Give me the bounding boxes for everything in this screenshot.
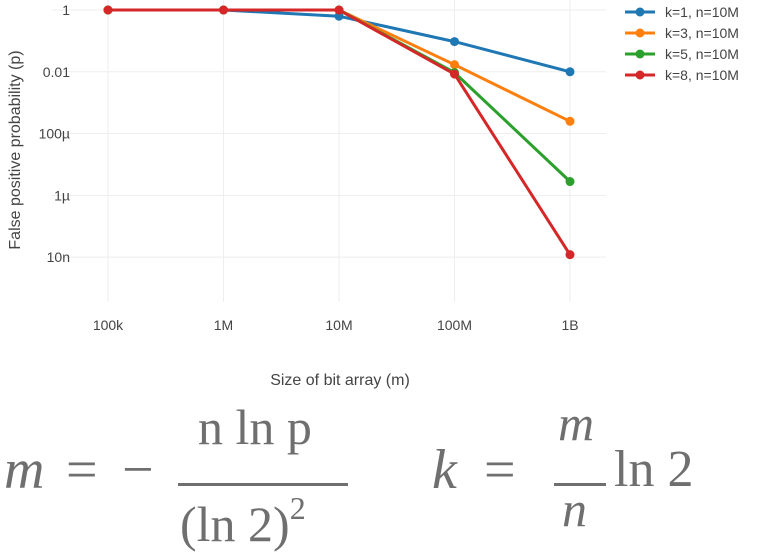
formula-bit-array-size: m = − n ln p (ln 2)2: [0, 399, 400, 553]
data-point: [565, 250, 575, 260]
y-axis-title: False positive probability (p): [7, 50, 24, 249]
formula-minus: −: [122, 439, 154, 501]
x-axis-title: Size of bit array (m): [270, 372, 410, 389]
data-point: [450, 37, 459, 47]
y-tick-label: 0.01: [43, 64, 70, 80]
data-point: [565, 177, 575, 187]
y-tick-label: 100µ: [39, 126, 70, 142]
x-tick-label: 1B: [561, 317, 578, 333]
series-group: [103, 5, 575, 260]
formula-numerator: m: [558, 395, 595, 451]
y-tick-label: 10n: [47, 249, 70, 265]
legend-label: k=8, n=10M: [665, 67, 739, 83]
legend-swatch-marker: [635, 28, 645, 38]
legend-swatch-marker: [635, 7, 645, 17]
y-tick-labels: 1 0.01 100µ 1µ 10n: [39, 2, 71, 265]
data-point: [103, 5, 113, 15]
formula-equals: =: [66, 439, 98, 501]
data-point: [219, 5, 228, 15]
legend-label: k=1, n=10M: [665, 4, 739, 20]
formula-numerator: n ln p: [198, 399, 312, 455]
x-tick-labels: 100k 1M 10M 100M 1B: [93, 317, 579, 333]
data-point: [565, 116, 575, 126]
formula-denominator-base: (ln 2): [180, 496, 290, 552]
legend-swatch-marker: [635, 49, 645, 59]
data-point: [334, 11, 344, 21]
x-tick-label: 100k: [93, 317, 124, 333]
data-point: [450, 60, 459, 70]
fraction-bar: [178, 483, 348, 486]
x-tick-label: 1M: [214, 317, 233, 333]
legend[interactable]: k=1, n=10M k=3, n=10M k=5, n=10M k=8, n=10M: [625, 4, 739, 83]
formula-equals: =: [484, 439, 516, 501]
data-point: [334, 5, 344, 15]
gridlines: [52, 0, 606, 302]
formula-k-symbol: k: [432, 439, 457, 501]
x-tick-label: 10M: [325, 317, 352, 333]
formula-denominator: n: [562, 481, 587, 537]
formula-m-symbol: m: [4, 439, 45, 501]
formula-denominator: (ln 2)2: [180, 490, 306, 553]
data-point: [565, 67, 575, 77]
fraction-bar: [554, 483, 606, 486]
formula-hash-count: k = m n ln 2: [430, 395, 750, 550]
legend-label: k=3, n=10M: [665, 25, 739, 41]
formula-ln2: ln 2: [614, 441, 694, 498]
legend-label: k=5, n=10M: [665, 46, 739, 62]
legend-swatch-marker: [635, 70, 645, 80]
formula-exponent: 2: [289, 490, 306, 526]
y-tick-label: 1µ: [54, 187, 70, 203]
x-tick-label: 100M: [437, 317, 472, 333]
data-point: [450, 69, 459, 79]
y-tick-label: 1: [62, 2, 70, 18]
